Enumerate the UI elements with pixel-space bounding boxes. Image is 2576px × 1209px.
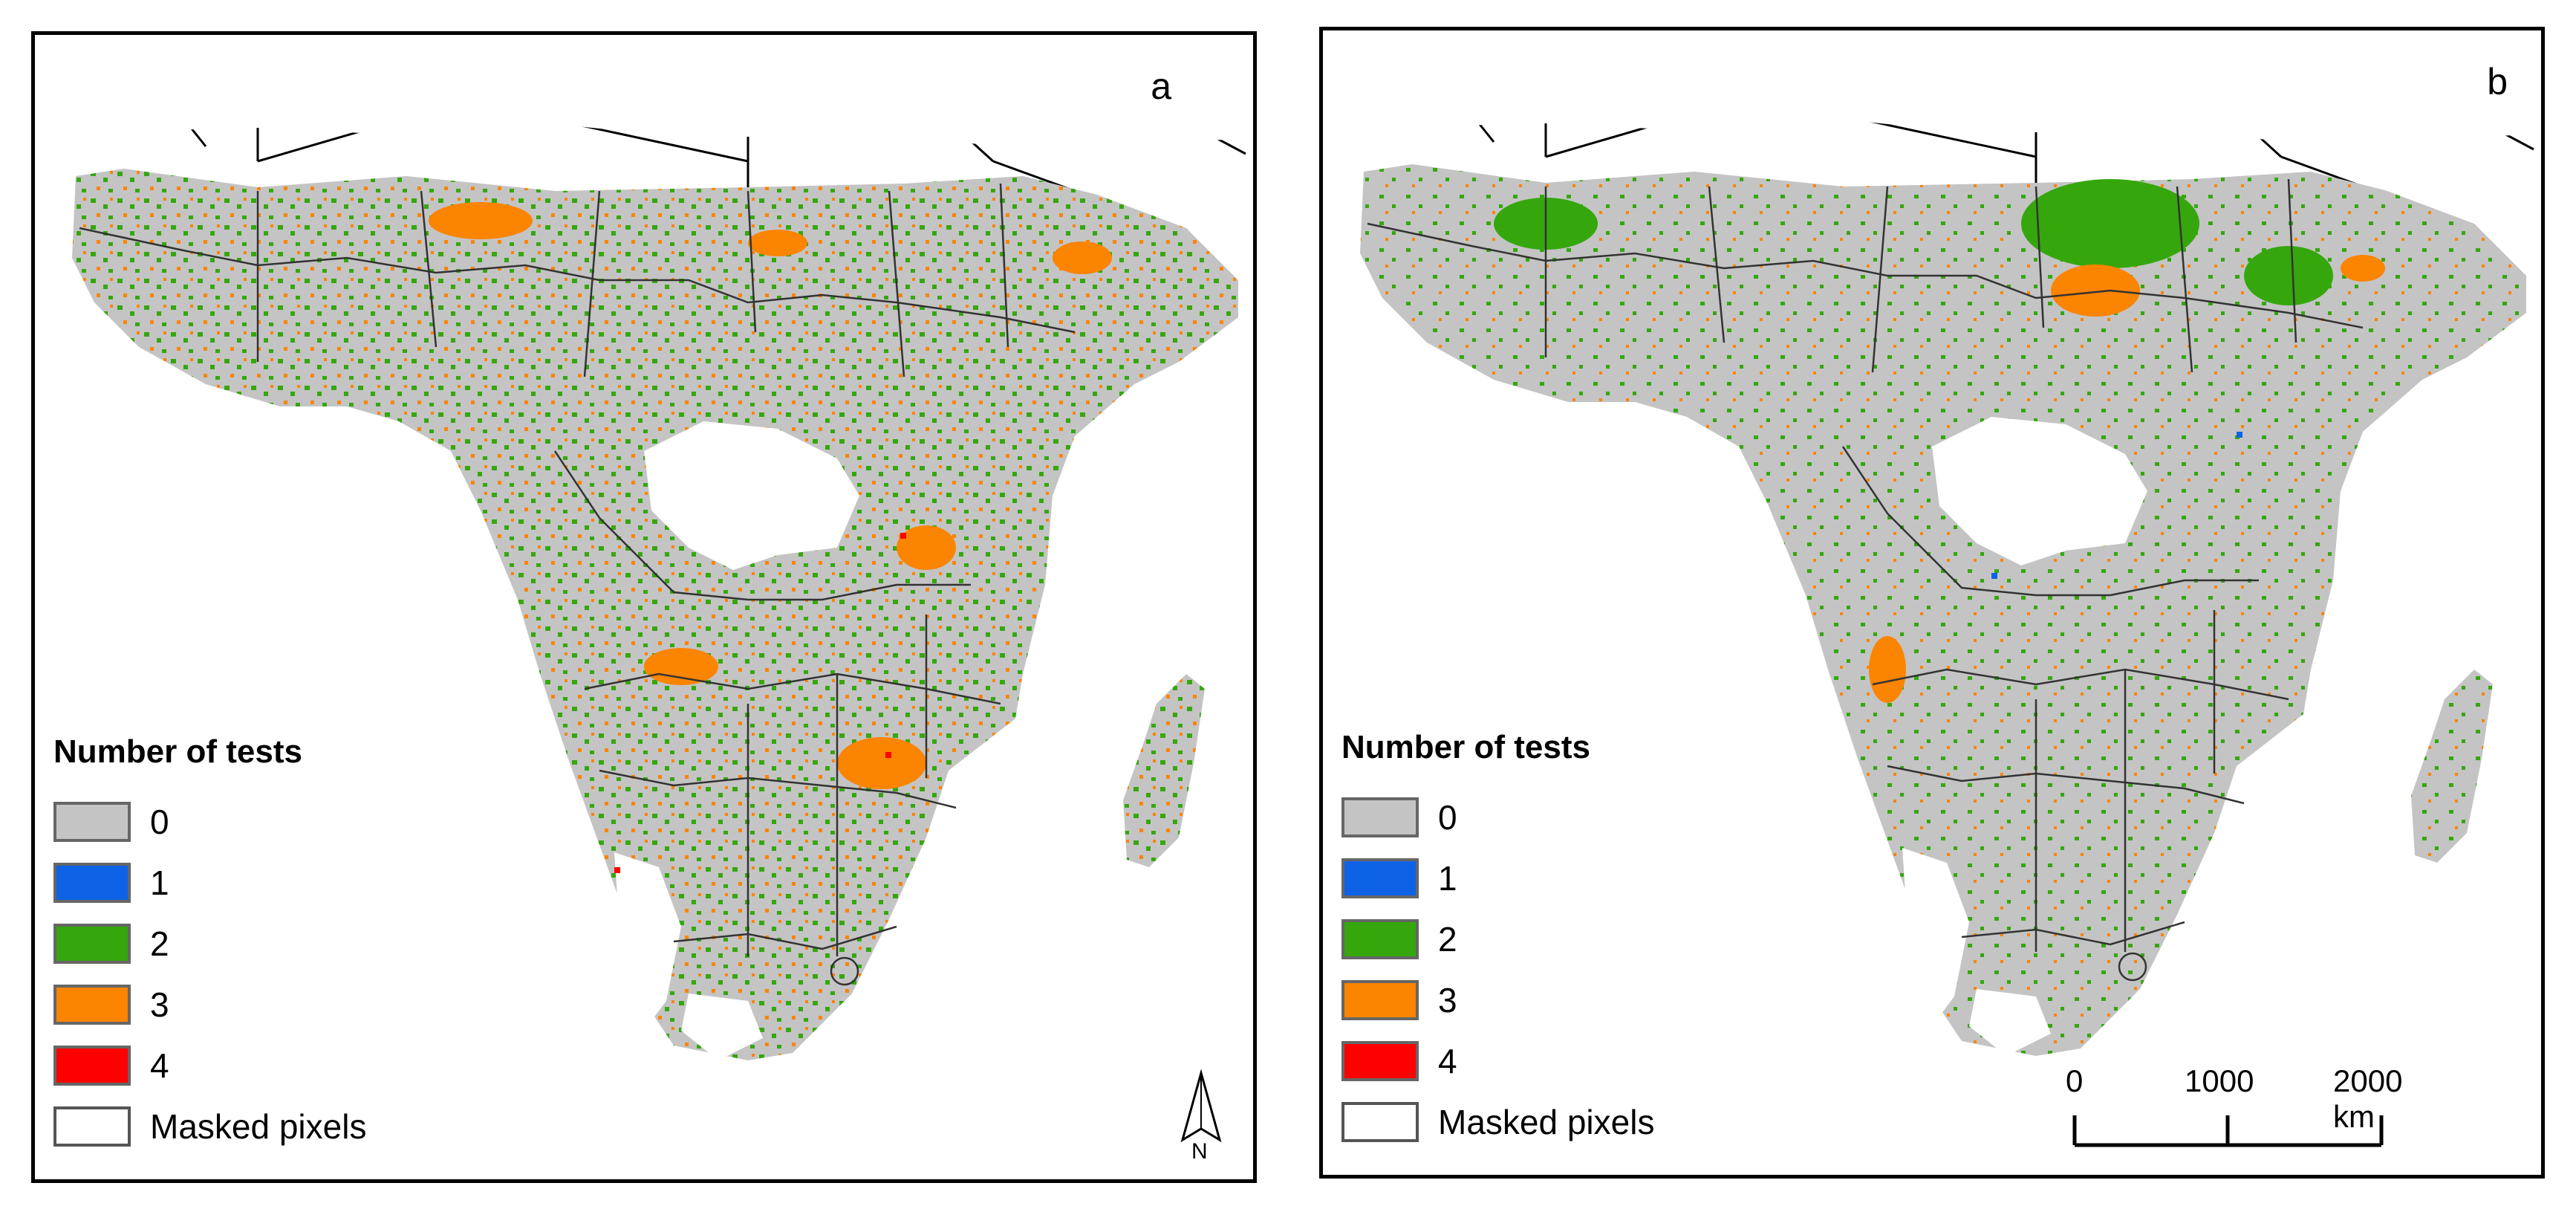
panel-label-a: a (1151, 65, 1171, 107)
north-label: N (1191, 1139, 1208, 1164)
scale-label-1000: 1000 (2185, 1063, 2254, 1098)
map-panel-a: a Number of tests 0 1 2 3 4 Masked pixel… (31, 31, 1257, 1183)
legend-b: Number of tests 0 1 2 3 4 Masked pixels (1341, 729, 1654, 1153)
high-test-hotspots (429, 202, 1112, 789)
legend-a: Number of tests 0 1 2 3 4 Masked pixels (53, 733, 366, 1157)
legend-label: 2 (1438, 920, 1457, 959)
swatch-0 (53, 802, 131, 842)
scale-bar-line (2072, 1115, 2384, 1147)
legend-item: 1 (53, 852, 366, 913)
panel-label-b: b (2487, 61, 2508, 103)
legend-item: 3 (1341, 970, 1654, 1031)
legend-label: 1 (1438, 859, 1457, 898)
swatch-masked (53, 1106, 131, 1147)
country-borders (1367, 178, 2364, 982)
swatch-2 (53, 924, 131, 964)
legend-item: 4 (1341, 1031, 1654, 1092)
legend-label: Masked pixels (150, 1107, 367, 1146)
swatch-1 (1341, 858, 1419, 898)
swatch-masked (1341, 1102, 1419, 1142)
legend-item: 0 (1341, 787, 1654, 848)
country-borders (79, 183, 1076, 986)
legend-label: 0 (150, 803, 169, 841)
legend-item: 0 (53, 791, 366, 852)
legend-label: 1 (150, 863, 169, 902)
legend-label: 4 (150, 1046, 169, 1085)
legend-label: Masked pixels (1438, 1103, 1655, 1141)
legend-item: Masked pixels (53, 1096, 366, 1157)
map-panel-b: b Number of tests 0 1 2 3 4 Masked pixel… (1319, 27, 2545, 1179)
scale-label-2000: 2000 km (2333, 1063, 2403, 1134)
swatch-4 (53, 1046, 131, 1086)
legend-item: 3 (53, 974, 366, 1035)
legend-item: 4 (53, 1035, 366, 1096)
legend-label: 3 (1438, 981, 1457, 1020)
swatch-2 (1341, 919, 1419, 959)
scale-bar: 0 1000 2000 km (2066, 1063, 2437, 1167)
swatch-0 (1341, 797, 1419, 837)
africa-map-b (1323, 30, 2541, 1056)
legend-title: Number of tests (53, 733, 302, 770)
legend-item: Masked pixels (1341, 1092, 1654, 1153)
valid-pixels-area (35, 35, 1253, 1060)
scale-label-0: 0 (2066, 1063, 2084, 1098)
swatch-3 (53, 985, 131, 1025)
legend-item: 1 (1341, 848, 1654, 909)
legend-item: 2 (1341, 909, 1654, 970)
legend-item: 2 (53, 913, 366, 974)
africa-map-a (35, 35, 1253, 1060)
valid-pixels-area (1323, 30, 2541, 1056)
swatch-1 (53, 863, 131, 903)
blue-pixels (1991, 432, 2242, 579)
red-pixels (614, 533, 906, 873)
high-test-hotspots (1869, 255, 2385, 703)
legend-label: 3 (150, 985, 169, 1024)
legend-label: 4 (1438, 1042, 1457, 1080)
legend-title: Number of tests (1341, 729, 1590, 765)
swatch-4 (1341, 1041, 1419, 1081)
swatch-3 (1341, 980, 1419, 1020)
legend-label: 2 (150, 924, 169, 963)
north-arrow-icon: N (1175, 1069, 1227, 1166)
legend-label: 0 (1438, 798, 1457, 837)
